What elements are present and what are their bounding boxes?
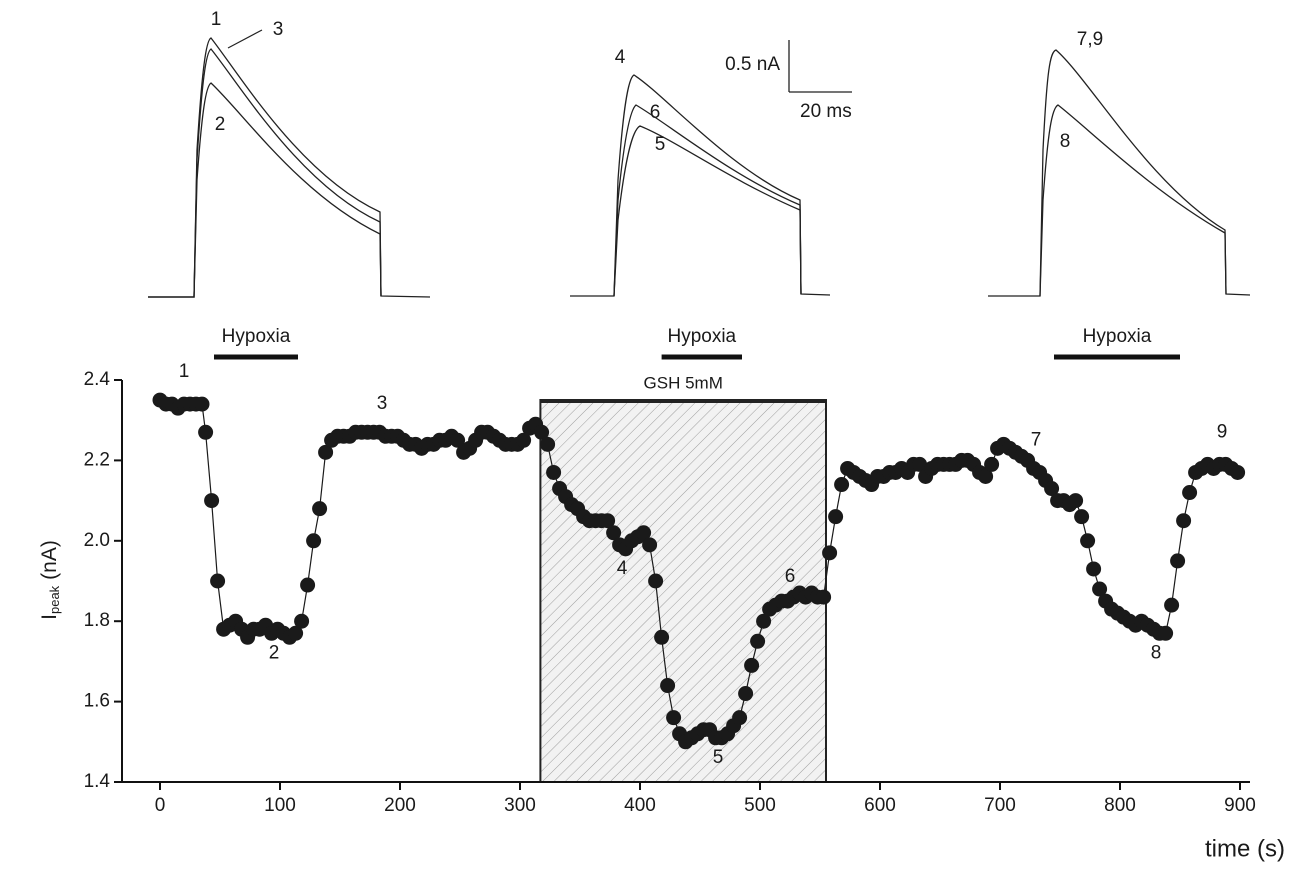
- point-annotation: 3: [377, 393, 388, 414]
- trace-panel-2: [570, 40, 852, 297]
- data-point: [600, 513, 616, 529]
- data-point: [300, 577, 316, 593]
- x-tick-label: 300: [504, 795, 536, 816]
- x-tick-label: 0: [155, 795, 166, 816]
- data-point: [666, 710, 682, 726]
- point-annotation: 8: [1151, 642, 1162, 663]
- trace-label: 6: [650, 102, 661, 123]
- data-point: [816, 589, 832, 605]
- trace-panel-3: [988, 49, 1251, 297]
- hypoxia-label: Hypoxia: [222, 326, 291, 347]
- y-tick-label: 1.6: [84, 691, 110, 712]
- data-point: [1170, 553, 1186, 569]
- data-point: [984, 456, 1000, 472]
- data-point: [318, 444, 334, 460]
- data-point: [1074, 509, 1090, 525]
- y-tick-label: 2.2: [84, 449, 110, 470]
- data-point: [648, 573, 664, 589]
- point-annotation: 5: [713, 747, 724, 768]
- trace-label: 7,9: [1077, 29, 1103, 50]
- data-point: [756, 613, 772, 629]
- data-point: [546, 464, 562, 480]
- trace-label: 1: [211, 9, 222, 30]
- data-point: [1044, 481, 1060, 497]
- data-point: [606, 525, 622, 541]
- x-tick-label: 800: [1104, 795, 1136, 816]
- data-point: [306, 533, 322, 549]
- x-axis-label: time (s): [1205, 835, 1285, 862]
- data-point: [1086, 561, 1102, 577]
- y-axis-label-part: (nA): [38, 540, 61, 580]
- data-point: [738, 686, 754, 702]
- data-point: [198, 424, 214, 440]
- x-tick-label: 600: [864, 795, 896, 816]
- trace-label: 3: [273, 19, 284, 40]
- trace-label: 4: [615, 47, 626, 68]
- scale-label: 20 ms: [800, 101, 852, 122]
- y-axis-label-part: I: [38, 614, 61, 620]
- data-point: [660, 678, 676, 694]
- y-axis-label: Ipeak (nA): [38, 540, 63, 620]
- data-point: [828, 509, 844, 525]
- hypoxia-label: Hypoxia: [1083, 326, 1152, 347]
- data-point: [1230, 464, 1246, 480]
- data-point: [1080, 533, 1096, 549]
- y-tick-label: 2.0: [84, 530, 110, 551]
- data-point: [750, 633, 766, 649]
- hypoxia-label: Hypoxia: [667, 326, 736, 347]
- data-point: [822, 545, 838, 561]
- data-point: [516, 432, 532, 448]
- data-point: [294, 613, 310, 629]
- data-point: [1158, 625, 1174, 641]
- x-tick-label: 100: [264, 795, 296, 816]
- trace-label: 8: [1060, 131, 1071, 152]
- data-point: [1068, 493, 1084, 509]
- point-annotation: 6: [785, 566, 796, 587]
- data-point: [744, 657, 760, 673]
- scale-label: 0.5 nA: [725, 54, 780, 75]
- x-tick-label: 400: [624, 795, 656, 816]
- x-tick-label: 500: [744, 795, 776, 816]
- y-tick-label: 2.4: [84, 369, 111, 390]
- point-annotation: 1: [179, 361, 190, 382]
- data-point: [534, 424, 550, 440]
- data-point: [834, 477, 850, 493]
- data-point: [450, 432, 466, 448]
- data-point: [654, 629, 670, 645]
- point-annotation: 4: [617, 558, 628, 579]
- trace-label: 5: [655, 134, 666, 155]
- data-point: [210, 573, 226, 589]
- x-tick-label: 200: [384, 795, 416, 816]
- point-annotation: 9: [1217, 421, 1228, 442]
- data-point: [1182, 485, 1198, 501]
- data-point: [312, 501, 328, 517]
- y-axis-label-part: peak: [47, 585, 62, 614]
- data-point: [642, 537, 658, 553]
- data-point: [540, 436, 556, 452]
- point-annotation: 7: [1031, 429, 1042, 450]
- treatment-region: [539, 399, 828, 783]
- data-point: [636, 525, 652, 541]
- data-point: [194, 396, 210, 412]
- data-point: [1176, 513, 1192, 529]
- data-point: [288, 625, 304, 641]
- x-tick-label: 700: [984, 795, 1016, 816]
- trace-label: 2: [215, 114, 226, 135]
- y-tick-label: 1.8: [84, 610, 110, 631]
- x-tick-label: 900: [1224, 795, 1256, 816]
- trace-panel-1: [148, 29, 431, 298]
- data-point: [978, 468, 994, 484]
- data-point: [732, 710, 748, 726]
- y-tick-label: 1.4: [84, 771, 111, 792]
- data-point: [1164, 597, 1180, 613]
- data-point: [1092, 581, 1108, 597]
- region-label: GSH 5mM: [644, 373, 723, 392]
- data-point: [204, 493, 220, 509]
- point-annotation: 2: [269, 642, 280, 663]
- data-point: [912, 456, 928, 472]
